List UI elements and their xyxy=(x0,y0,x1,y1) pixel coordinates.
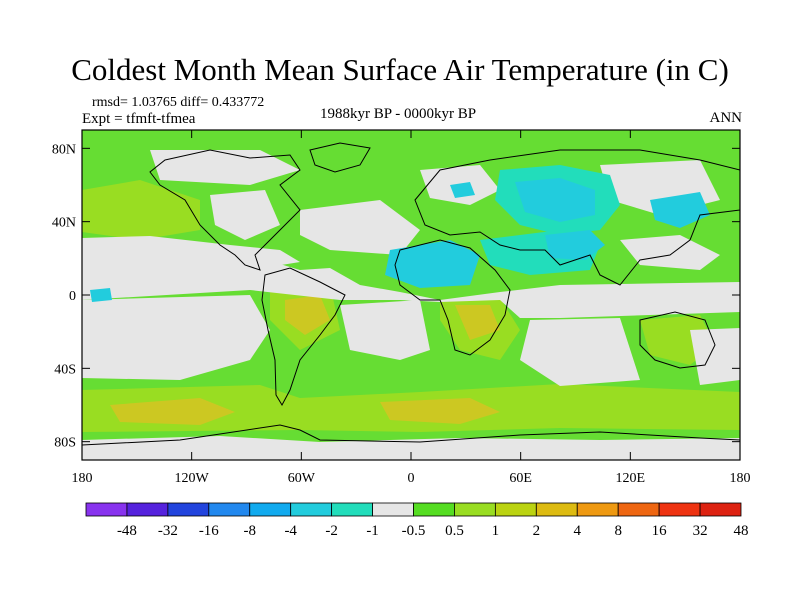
colorbar-swatch xyxy=(658,502,701,517)
coast-north-america xyxy=(149,149,301,271)
field-west-pacific-grey xyxy=(620,235,720,270)
field-north-atlantic-grey xyxy=(300,200,420,255)
lat-tick-label: 0 xyxy=(69,289,76,304)
colorbar-label: 8 xyxy=(614,523,622,539)
field-north-pacific xyxy=(82,180,200,240)
coast-eurasia xyxy=(414,149,740,286)
colorbar xyxy=(85,502,742,517)
colorbar-swatch xyxy=(535,502,578,517)
lon-tick-label: 60E xyxy=(509,471,532,486)
coast-australia xyxy=(639,311,716,369)
field-indian-ocean xyxy=(520,318,640,386)
colorbar-swatch xyxy=(167,502,210,517)
lon-tick-label: 120W xyxy=(175,471,210,486)
colorbar-label: 48 xyxy=(734,523,749,539)
colorbar-label: 16 xyxy=(652,523,668,539)
season-label: ANN xyxy=(709,110,743,126)
colorbar-label: -16 xyxy=(199,523,219,539)
colorbar-swatch xyxy=(85,502,128,517)
coast-africa xyxy=(394,239,511,356)
anomaly-field xyxy=(82,130,740,460)
latitude-ticks: 80N 40N 0 40S 80S xyxy=(52,142,740,451)
field-warm-patch-south-pacific xyxy=(110,398,235,425)
colorbar-label: -8 xyxy=(244,523,257,539)
lon-tick-label: 0 xyxy=(408,471,415,486)
colorbar-swatch xyxy=(617,502,660,517)
rmsd-diff-stats: rmsd= 1.03765 diff= 0.433772 xyxy=(92,95,265,110)
colorbar-swatch xyxy=(249,502,292,517)
lon-tick-label: 180 xyxy=(730,471,751,486)
colorbar-swatch xyxy=(208,502,251,517)
field-warm-patch-south-atlantic xyxy=(380,398,500,424)
colorbar-label: 4 xyxy=(574,523,582,539)
lat-tick-label: 80N xyxy=(52,142,76,157)
period-label: 1988kyr BP - 0000kyr BP xyxy=(320,106,477,122)
field-south-atlantic-grey xyxy=(340,300,430,360)
colorbar-labels: -48 -32 -16 -8 -4 -2 -1 -0.5 0.5 1 2 4 8 16 32 48 xyxy=(117,523,749,539)
field-cool-pacific-spot xyxy=(90,288,112,302)
colorbar-label: -48 xyxy=(117,523,137,539)
colorbar-label: -2 xyxy=(325,523,338,539)
field-cool-sahara xyxy=(385,240,480,288)
field-warm-patch-brazil xyxy=(285,295,330,335)
colorbar-swatch xyxy=(576,502,619,517)
colorbar-label: 32 xyxy=(693,523,708,539)
colorbar-label: -4 xyxy=(284,523,297,539)
field-north-america-grey xyxy=(210,190,280,240)
field-eastern-pacific xyxy=(82,295,270,380)
colorbar-swatch xyxy=(372,502,414,517)
lat-tick-label: 40N xyxy=(52,216,76,231)
field-equatorial-band xyxy=(82,255,740,318)
lon-tick-label: 180 xyxy=(72,471,93,486)
field-cool-tibet xyxy=(545,230,605,260)
experiment-label: Expt = tfmft-tfmea xyxy=(82,111,196,127)
field-arctic-grey xyxy=(150,150,300,185)
lat-tick-label: 40S xyxy=(54,362,76,377)
colorbar-swatch xyxy=(494,502,537,517)
colorbar-swatch xyxy=(699,502,742,517)
colorbar-label: 0.5 xyxy=(445,523,464,539)
field-warm-patch-africa xyxy=(455,305,500,340)
field-cool-eurasia-core xyxy=(515,178,595,222)
colorbar-swatch xyxy=(290,502,333,517)
coast-greenland xyxy=(309,142,371,173)
colorbar-label: -32 xyxy=(158,523,178,539)
colorbar-swatch xyxy=(413,502,455,517)
coastlines xyxy=(82,142,740,446)
colorbar-swatch xyxy=(126,502,169,517)
field-antarctica-grey xyxy=(82,436,740,460)
field-cool-europe-spot xyxy=(450,182,475,198)
colorbar-swatch xyxy=(331,502,373,517)
field-north-pacific-grey xyxy=(82,236,300,270)
lon-tick-label: 60W xyxy=(288,471,316,486)
field-cool-east-asia xyxy=(650,192,710,228)
page-title: Coldest Month Mean Surface Air Temperatu… xyxy=(71,52,729,87)
field-south-pacific-west xyxy=(690,328,740,385)
colorbar-label: -0.5 xyxy=(402,523,426,539)
lat-tick-label: 80S xyxy=(54,436,76,451)
colorbar-label: -1 xyxy=(366,523,379,539)
colorbar-label: 1 xyxy=(492,523,500,539)
coast-antarctica xyxy=(82,424,740,446)
coast-south-america xyxy=(261,267,346,407)
lon-tick-label: 120E xyxy=(616,471,646,486)
longitude-ticks: 180 120W 60W 0 60E 120E 180 xyxy=(72,130,751,486)
colorbar-label: 2 xyxy=(533,523,541,539)
colorbar-swatch xyxy=(454,502,496,517)
